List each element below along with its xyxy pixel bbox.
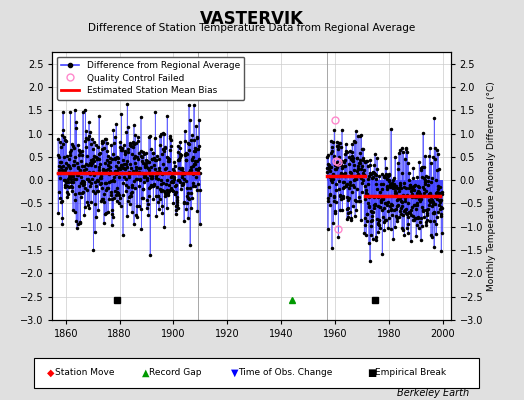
Text: Difference of Station Temperature Data from Regional Average: Difference of Station Temperature Data f… xyxy=(88,23,415,33)
Text: Record Gap: Record Gap xyxy=(149,368,202,377)
Text: VASTERVIK: VASTERVIK xyxy=(200,10,303,28)
Text: Station Move: Station Move xyxy=(55,368,115,377)
Text: Berkeley Earth: Berkeley Earth xyxy=(397,388,469,398)
Text: Empirical Break: Empirical Break xyxy=(375,368,446,377)
Text: ▲: ▲ xyxy=(141,368,149,378)
Y-axis label: Monthly Temperature Anomaly Difference (°C): Monthly Temperature Anomaly Difference (… xyxy=(487,81,496,291)
Text: ▼: ▼ xyxy=(231,368,238,378)
Text: ■: ■ xyxy=(367,368,376,378)
Text: Time of Obs. Change: Time of Obs. Change xyxy=(238,368,333,377)
Legend: Difference from Regional Average, Quality Control Failed, Estimated Station Mean: Difference from Regional Average, Qualit… xyxy=(57,56,245,100)
Text: ◆: ◆ xyxy=(47,368,54,378)
